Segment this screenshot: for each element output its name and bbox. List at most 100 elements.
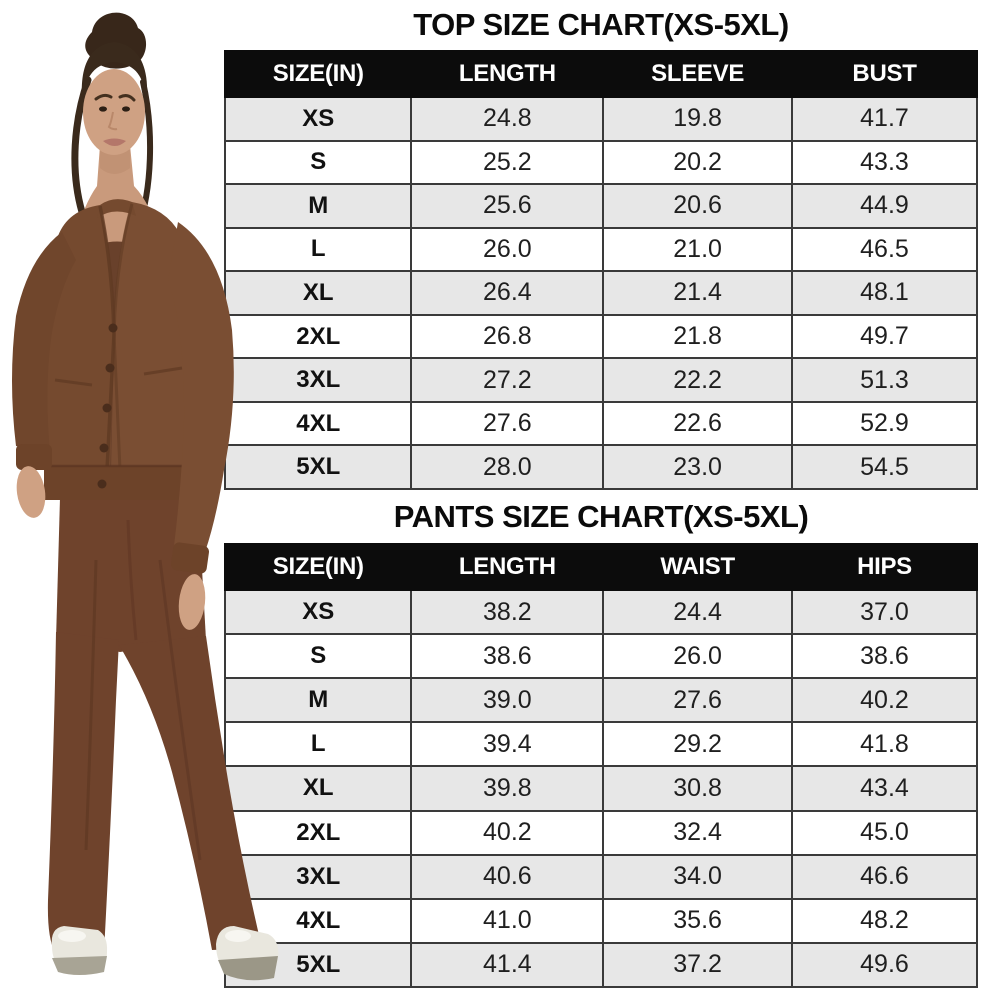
table-row: 5XL 41.4 37.2 49.6: [223, 941, 979, 989]
table-row: XL 39.8 30.8 43.4: [223, 765, 979, 812]
table-row: L 39.4 29.2 41.8: [223, 721, 979, 768]
pants-size-table: SIZE(IN) LENGTH WAIST HIPS XS 38.2 24.4 37.…: [223, 543, 979, 989]
measurement-cell: 40.2: [790, 677, 979, 724]
model-pants: [47, 498, 262, 952]
measurement-cell: 41.7: [790, 96, 979, 142]
table-row: 4XL 41.0 35.6 48.2: [223, 897, 979, 944]
measurement-cell: 21.0: [602, 226, 793, 273]
table-row: 3XL 40.6 34.0 46.6: [223, 853, 979, 900]
measurement-cell: 44.9: [790, 183, 979, 229]
table-row: S 25.2 20.2 43.3: [223, 139, 979, 186]
measurement-cell: 22.6: [602, 400, 793, 447]
measurement-cell: 46.6: [790, 853, 979, 900]
table-row: 5XL 28.0 23.0 54.5: [223, 444, 979, 490]
measurement-cell: 27.2: [410, 357, 605, 403]
column-header-size: SIZE(IN): [223, 50, 413, 98]
table-row: 2XL 26.8 21.8 49.7: [223, 313, 979, 360]
measurement-cell: 48.2: [790, 897, 979, 944]
measurement-cell: 34.0: [602, 853, 793, 900]
measurement-cell: 49.6: [790, 941, 979, 989]
measurement-cell: 26.4: [410, 270, 605, 316]
size-charts: TOP SIZE CHART(XS-5XL) SIZE(IN) LENGTH S…: [223, 0, 979, 989]
measurement-cell: 52.9: [790, 400, 979, 447]
size-label-cell: S: [223, 633, 413, 680]
size-label-cell: XL: [223, 270, 413, 316]
column-header-hips: HIPS: [790, 543, 979, 591]
measurement-cell: 38.2: [410, 588, 605, 636]
measurement-cell: 37.0: [790, 588, 979, 636]
model-face: [81, 42, 148, 155]
measurement-cell: 51.3: [790, 357, 979, 403]
measurement-cell: 45.0: [790, 809, 979, 856]
measurement-cell: 41.8: [790, 721, 979, 768]
top-table-body: XS 24.8 19.8 41.7 S 25.2 20.2 43.3 M 25.6 20.6 44.9…: [223, 96, 979, 490]
size-label-cell: XL: [223, 765, 413, 812]
measurement-cell: 49.7: [790, 313, 979, 360]
measurement-cell: 27.6: [410, 400, 605, 447]
column-header-length: LENGTH: [410, 50, 605, 98]
size-label-cell: S: [223, 139, 413, 186]
table-row: M 25.6 20.6 44.9: [223, 183, 979, 229]
size-label-cell: 3XL: [223, 357, 413, 403]
table-row: XL 26.4 21.4 48.1: [223, 270, 979, 316]
model-arms: [12, 222, 234, 630]
measurement-cell: 43.4: [790, 765, 979, 812]
measurement-cell: 29.2: [602, 721, 793, 768]
measurement-cell: 32.4: [602, 809, 793, 856]
measurement-cell: 40.6: [410, 853, 605, 900]
measurement-cell: 22.2: [602, 357, 793, 403]
measurement-cell: 38.6: [790, 633, 979, 680]
model-photo: [0, 0, 300, 1000]
measurement-cell: 37.2: [602, 941, 793, 989]
measurement-cell: 54.5: [790, 444, 979, 490]
measurement-cell: 26.0: [602, 633, 793, 680]
measurement-cell: 25.2: [410, 139, 605, 186]
top-chart-title: TOP SIZE CHART(XS-5XL): [413, 7, 789, 42]
measurement-cell: 21.4: [602, 270, 793, 316]
size-label-cell: L: [223, 721, 413, 768]
measurement-cell: 25.6: [410, 183, 605, 229]
top-table-header-row: SIZE(IN) LENGTH SLEEVE BUST: [223, 50, 979, 98]
column-header-bust: BUST: [790, 50, 979, 98]
measurement-cell: 41.4: [410, 941, 605, 989]
measurement-cell: 26.0: [410, 226, 605, 273]
top-size-table: SIZE(IN) LENGTH SLEEVE BUST XS 24.8 19.8 41…: [223, 50, 979, 490]
size-label-cell: XS: [223, 96, 413, 142]
size-label-cell: 3XL: [223, 853, 413, 900]
measurement-cell: 27.6: [602, 677, 793, 724]
measurement-cell: 35.6: [602, 897, 793, 944]
measurement-cell: 43.3: [790, 139, 979, 186]
measurement-cell: 23.0: [602, 444, 793, 490]
measurement-cell: 21.8: [602, 313, 793, 360]
measurement-cell: 39.4: [410, 721, 605, 768]
model-shoes: [51, 926, 279, 981]
measurement-cell: 20.6: [602, 183, 793, 229]
column-header-size: SIZE(IN): [223, 543, 413, 591]
measurement-cell: 39.8: [410, 765, 605, 812]
measurement-cell: 19.8: [602, 96, 793, 142]
column-header-waist: WAIST: [602, 543, 793, 591]
measurement-cell: 24.4: [602, 588, 793, 636]
measurement-cell: 24.8: [410, 96, 605, 142]
measurement-cell: 20.2: [602, 139, 793, 186]
measurement-cell: 30.8: [602, 765, 793, 812]
measurement-cell: 28.0: [410, 444, 605, 490]
pants-table-header-row: SIZE(IN) LENGTH WAIST HIPS: [223, 543, 979, 591]
table-row: M 39.0 27.6 40.2: [223, 677, 979, 724]
table-row: XS 24.8 19.8 41.7: [223, 96, 979, 142]
size-label-cell: L: [223, 226, 413, 273]
measurement-cell: 39.0: [410, 677, 605, 724]
measurement-cell: 38.6: [410, 633, 605, 680]
table-row: 3XL 27.2 22.2 51.3: [223, 357, 979, 403]
measurement-cell: 40.2: [410, 809, 605, 856]
pants-table-body: XS 38.2 24.4 37.0 S 38.6 26.0 38.6 M 39.0 27.6 40.2…: [223, 588, 979, 989]
table-row: L 26.0 21.0 46.5: [223, 226, 979, 273]
table-row: 2XL 40.2 32.4 45.0: [223, 809, 979, 856]
table-row: XS 38.2 24.4 37.0: [223, 588, 979, 636]
size-label-cell: 2XL: [223, 809, 413, 856]
size-label-cell: M: [223, 677, 413, 724]
measurement-cell: 41.0: [410, 897, 605, 944]
column-header-sleeve: SLEEVE: [602, 50, 793, 98]
size-label-cell: 2XL: [223, 313, 413, 360]
